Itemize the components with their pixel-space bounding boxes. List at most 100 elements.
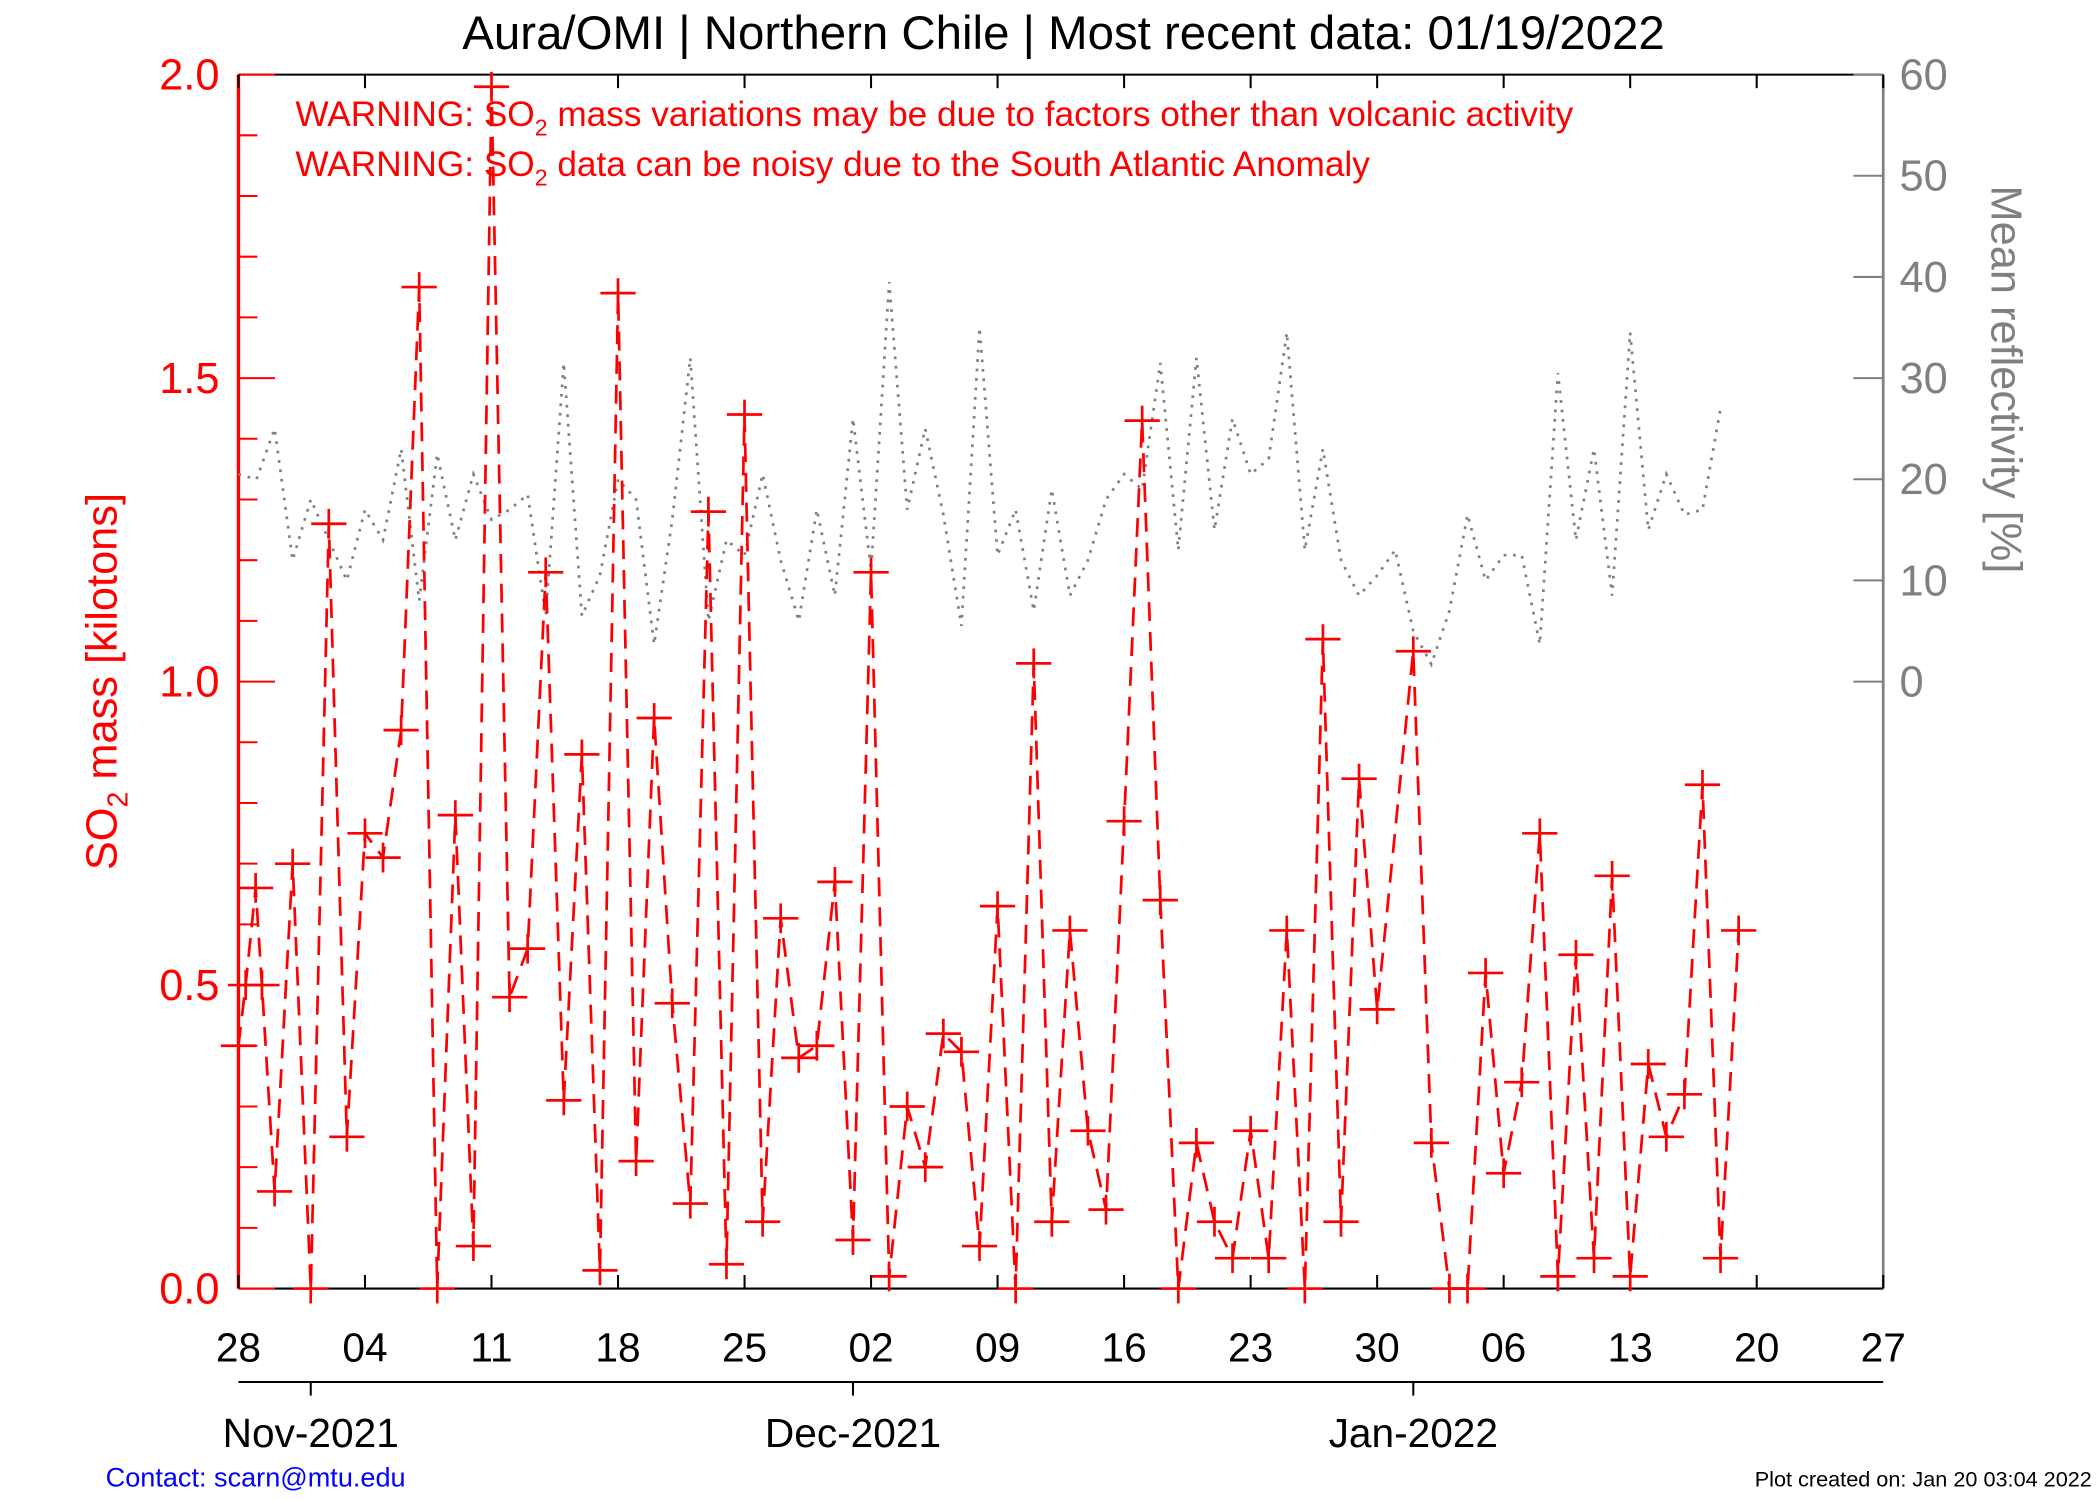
so2-point-marker xyxy=(238,873,274,903)
x-tick-label: 16 xyxy=(1102,1325,1147,1371)
so2-point-marker xyxy=(1233,1115,1269,1146)
so2-point-marker xyxy=(311,508,347,539)
y-tick-label: 1.0 xyxy=(159,658,219,706)
so2-point-marker xyxy=(347,818,383,849)
so2-series xyxy=(220,71,1757,1304)
reflectivity-series xyxy=(238,281,1722,668)
so2-point-marker xyxy=(1413,1127,1449,1158)
so2-point-marker xyxy=(1106,806,1142,837)
so2-point-marker xyxy=(256,1176,293,1207)
plot-created: Plot created on: Jan 20 03:04 2022 xyxy=(1755,1466,2092,1491)
so2-point-marker xyxy=(455,1231,492,1261)
so2-point-marker xyxy=(1287,1273,1323,1304)
so2-point-marker xyxy=(1486,1158,1522,1189)
so2-point-marker xyxy=(744,1206,781,1237)
x-tick-label: 28 xyxy=(216,1325,261,1371)
warning-1: WARNING: SO2 mass variations may be due … xyxy=(295,95,1573,140)
so2-point-marker xyxy=(1124,405,1160,436)
so2-point-marker xyxy=(293,1273,329,1304)
y2-tick-label: 60 xyxy=(1899,52,1947,100)
so2-point-marker xyxy=(636,703,672,733)
so2-point-marker xyxy=(1467,958,1504,988)
x-tick-label: 06 xyxy=(1481,1325,1526,1371)
so2-point-marker xyxy=(781,1042,817,1073)
so2-point-marker xyxy=(1214,1243,1251,1274)
so2-point-marker xyxy=(383,715,419,746)
x-tick-label: 25 xyxy=(722,1325,767,1371)
so2-point-marker xyxy=(1612,1261,1648,1292)
so2-point-marker xyxy=(763,903,799,934)
so2-point-marker xyxy=(1305,624,1341,654)
y-tick-label: 2.0 xyxy=(159,52,219,100)
so2-point-marker xyxy=(871,1261,907,1292)
y2-tick-label: 0 xyxy=(1899,658,1923,706)
x-tick-label: 04 xyxy=(342,1325,387,1371)
reflectivity-line xyxy=(238,281,1722,668)
so2-point-marker xyxy=(401,272,437,302)
so2-point-marker xyxy=(1269,915,1305,946)
x-tick-label: 09 xyxy=(975,1325,1020,1371)
x-tick-label: 18 xyxy=(595,1325,640,1371)
so2-point-marker xyxy=(654,988,690,1019)
so2-point-marker xyxy=(925,1018,961,1049)
so2-point-marker xyxy=(835,1225,871,1255)
so2-point-marker xyxy=(1088,1194,1124,1225)
x-tick-label: 23 xyxy=(1228,1325,1273,1371)
month-label: Nov-2021 xyxy=(223,1410,399,1456)
so2-point-marker xyxy=(1016,648,1052,679)
so2-point-marker xyxy=(618,1146,654,1176)
y2-tick-label: 10 xyxy=(1899,557,1947,605)
so2-point-marker xyxy=(419,1273,455,1304)
so2-point-marker xyxy=(1052,915,1088,946)
so2-point-marker xyxy=(1341,763,1377,794)
so2-point-marker xyxy=(582,1255,618,1286)
so2-point-marker xyxy=(708,1249,745,1280)
so2-point-marker xyxy=(726,399,763,430)
x-tick-label: 20 xyxy=(1734,1325,1779,1371)
so2-point-marker xyxy=(528,557,564,588)
month-label: Jan-2022 xyxy=(1329,1410,1498,1456)
x-tick-label: 13 xyxy=(1608,1325,1653,1371)
so2-point-marker xyxy=(1702,1243,1739,1274)
y-tick-label: 1.5 xyxy=(159,355,219,403)
so2-point-marker xyxy=(907,1152,943,1183)
y2-tick-label: 30 xyxy=(1899,355,1947,403)
x-tick-label: 27 xyxy=(1861,1325,1906,1371)
so2-point-marker xyxy=(853,557,889,588)
so2-point-marker xyxy=(1359,994,1395,1025)
so2-point-marker xyxy=(943,1036,980,1067)
so2-point-marker xyxy=(1070,1115,1106,1146)
so2-point-marker xyxy=(1721,915,1757,946)
so2-point-marker xyxy=(672,1188,708,1219)
so2-point-marker xyxy=(1630,1049,1666,1079)
so2-point-marker xyxy=(546,1085,582,1116)
so2-point-marker xyxy=(1666,1079,1703,1110)
so2-point-marker xyxy=(1178,1127,1215,1158)
so2-point-marker xyxy=(979,891,1016,922)
so2-point-marker xyxy=(365,842,401,873)
warnings: WARNING: SO2 mass variations may be due … xyxy=(295,95,1573,191)
so2-point-marker xyxy=(690,496,726,527)
month-label: Dec-2021 xyxy=(765,1410,941,1456)
so2-point-marker xyxy=(329,1121,365,1152)
axes: 0.0 0.5 1.0 1.5 2.0 0 10 20 30 40 50 60 28 04 11 18 25 02… xyxy=(159,52,1947,1457)
y2-tick-label: 40 xyxy=(1899,254,1947,302)
so2-point-marker xyxy=(1576,1243,1612,1274)
y-axis-label: SO2 mass [kilotons] xyxy=(79,493,135,870)
so2-point-marker xyxy=(1196,1206,1233,1237)
so2-point-marker xyxy=(889,1091,925,1122)
so2-point-marker xyxy=(1648,1121,1684,1152)
so2-point-marker xyxy=(1504,1067,1540,1098)
so2-point-marker xyxy=(220,1030,257,1061)
so2-point-marker xyxy=(1323,1206,1359,1237)
so2-point-marker xyxy=(1395,636,1431,667)
so2-line xyxy=(237,86,1741,1290)
contact-link[interactable]: Contact: scarn@mtu.edu xyxy=(106,1461,406,1492)
chart-title: Aura/OMI | Northern Chile | Most recent … xyxy=(462,7,1665,60)
x-tick-label: 30 xyxy=(1355,1325,1400,1371)
so2-point-marker xyxy=(510,933,546,964)
y2-axis-label: Mean reflectivity [%] xyxy=(1982,186,2030,574)
y-tick-label: 0.0 xyxy=(159,1265,219,1313)
so2-point-marker xyxy=(600,278,636,309)
